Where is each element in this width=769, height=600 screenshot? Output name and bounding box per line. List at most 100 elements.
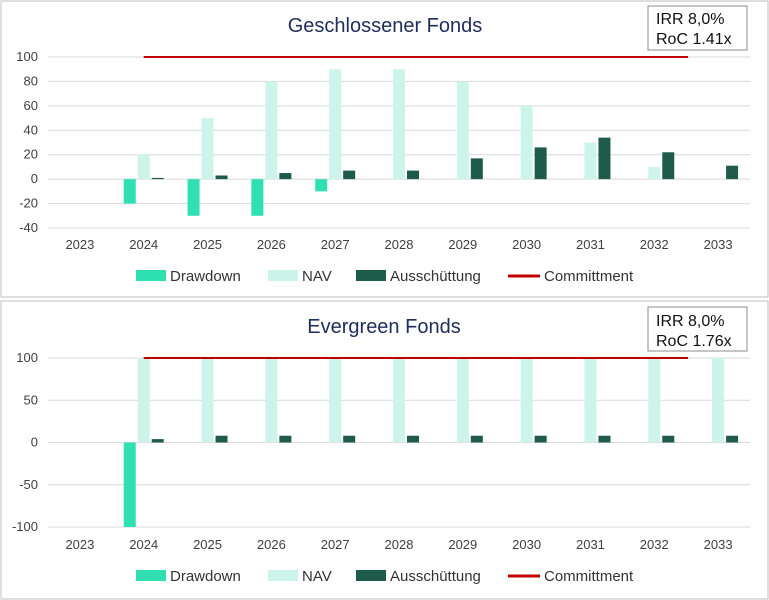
legend-label-ausschuettung: Ausschüttung: [390, 568, 481, 585]
legend-swatch-nav: [268, 570, 298, 581]
bar-ausschuettung: [343, 170, 356, 180]
bar-nav: [393, 69, 405, 180]
y-tick-label: 0: [31, 435, 38, 450]
bar-nav: [201, 358, 214, 443]
x-tick-label: 2030: [512, 537, 541, 552]
x-tick-label: 2033: [704, 237, 733, 252]
x-tick-label: 2027: [321, 237, 350, 252]
bar-nav: [137, 358, 150, 443]
legend-closed-fund: Drawdown NAV Ausschüttung Committment: [136, 268, 634, 285]
bar-ausschuettung: [662, 152, 675, 180]
legend-label-drawdown: Drawdown: [170, 568, 241, 585]
x-tick-label: 2031: [576, 237, 605, 252]
bar-ausschuettung: [534, 435, 547, 443]
bar-ausschuettung: [215, 435, 228, 443]
y-tick-label: -40: [19, 220, 38, 235]
legend-swatch-ausschuettung: [356, 570, 386, 581]
bar-nav: [520, 105, 533, 180]
x-tick-label: 2032: [640, 537, 669, 552]
x-tick-label: 2028: [385, 537, 414, 552]
bar-ausschuettung: [598, 137, 611, 180]
bar-nav: [456, 81, 469, 180]
x-tick-label: 2026: [257, 237, 286, 252]
bar-ausschuettung: [215, 175, 228, 180]
y-tick-label: 100: [16, 49, 38, 64]
y-tick-label: 20: [24, 147, 38, 162]
plot-area-evergreen-fund: 100 50 0 -50 -100 2023 2024 2025 2026 2027 2028 202…: [12, 350, 750, 552]
bar-drawdown: [187, 179, 200, 216]
legend-label-committment: Committment: [544, 568, 634, 585]
info-box-evergreen-fund: [647, 306, 748, 352]
x-tick-label: 2023: [65, 237, 94, 252]
bar-drawdown: [123, 179, 136, 204]
legend-label-nav: NAV: [302, 268, 332, 285]
y-tick-label: 0: [31, 171, 38, 186]
bar-ausschuettung: [598, 435, 611, 443]
legend-label-committment: Committment: [544, 268, 634, 285]
legend-swatch-drawdown: [136, 270, 166, 281]
bar-ausschuettung: [151, 177, 164, 180]
bar-nav: [265, 358, 278, 443]
bar-ausschuettung: [343, 435, 356, 443]
x-tick-label: 2032: [640, 237, 669, 252]
x-tick-label: 2024: [129, 237, 158, 252]
bar-nav: [648, 166, 661, 180]
bar-nav: [456, 358, 469, 443]
y-tick-label: 80: [24, 73, 38, 88]
bar-nav: [393, 358, 405, 443]
x-tick-label: 2023: [65, 537, 94, 552]
bar-nav: [329, 358, 342, 443]
info-box-roc-closed-fund: RoC 1.41x: [656, 31, 732, 48]
bar-ausschuettung: [279, 435, 292, 443]
bar-drawdown: [251, 179, 264, 216]
bar-ausschuettung: [726, 435, 739, 443]
bar-nav: [584, 358, 597, 443]
x-tick-label: 2026: [257, 537, 286, 552]
x-tick-label: 2033: [704, 537, 733, 552]
bar-nav: [137, 154, 150, 180]
y-tick-label: -20: [19, 196, 38, 211]
legend-label-ausschuettung: Ausschüttung: [390, 268, 481, 285]
y-tick-label: 100: [16, 350, 38, 365]
x-tick-label: 2029: [448, 537, 477, 552]
bar-nav: [265, 81, 278, 180]
bar-nav: [329, 69, 342, 180]
plot-area-closed-fund: 100 80 60 40 20 0 -20 -40 2023 2024 2025 2026 2027 20…: [16, 49, 750, 252]
x-tick-label: 2029: [448, 237, 477, 252]
legend-label-nav: NAV: [302, 568, 332, 585]
legend-swatch-nav: [268, 270, 298, 281]
y-tick-label: -50: [19, 477, 38, 492]
y-tick-label: 60: [24, 98, 38, 113]
chart-panel-closed-fund: [0, 0, 769, 298]
bar-ausschuettung: [407, 435, 419, 443]
x-tick-label: 2028: [385, 237, 414, 252]
chart-title-evergreen-fund: Evergreen Fonds: [307, 316, 460, 338]
y-tick-label: -100: [12, 519, 38, 534]
x-tick-label: 2025: [193, 237, 222, 252]
info-box-irr-closed-fund: IRR 8,0%: [656, 11, 724, 28]
bar-ausschuettung: [470, 158, 483, 180]
bar-nav: [648, 358, 661, 443]
info-box-roc-evergreen-fund: RoC 1.76x: [656, 333, 732, 350]
x-tick-label: 2024: [129, 537, 158, 552]
legend-evergreen-fund: Drawdown NAV Ausschüttung Committment: [136, 568, 634, 585]
bar-ausschuettung: [279, 173, 292, 180]
bar-nav: [520, 358, 533, 443]
bar-nav: [584, 142, 597, 180]
legend-swatch-drawdown: [136, 570, 166, 581]
chart-title-closed-fund: Geschlossener Fonds: [288, 15, 483, 37]
x-tick-label: 2025: [193, 537, 222, 552]
bar-ausschuettung: [662, 435, 675, 443]
legend-swatch-ausschuettung: [356, 270, 386, 281]
bar-nav: [201, 118, 214, 180]
y-tick-label: 50: [24, 392, 38, 407]
y-tick-label: 40: [24, 122, 38, 137]
info-box-irr-evergreen-fund: IRR 8,0%: [656, 313, 724, 330]
x-tick-label: 2027: [321, 537, 350, 552]
bar-drawdown: [123, 442, 136, 527]
bar-ausschuettung: [726, 165, 739, 180]
info-box-closed-fund: [647, 5, 748, 51]
x-tick-label: 2030: [512, 237, 541, 252]
bar-ausschuettung: [534, 147, 547, 180]
